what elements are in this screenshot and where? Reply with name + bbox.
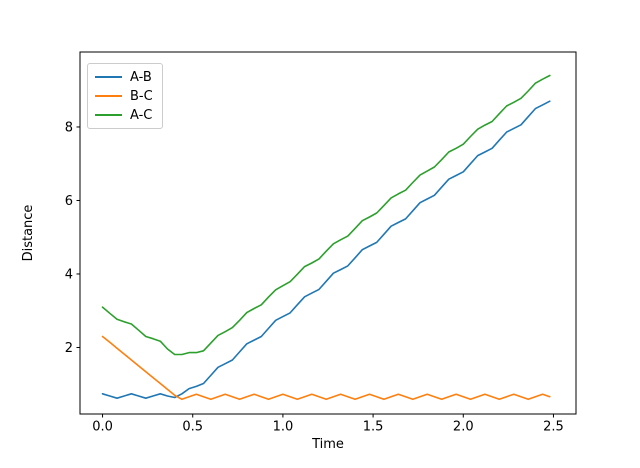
x-tick-label: 0.5 [182, 420, 203, 435]
legend-label: A-C [130, 107, 153, 123]
series-line-A-C [101, 74, 551, 356]
x-tick-label: 1.5 [363, 420, 384, 435]
legend-line-sample-a-b [95, 76, 122, 78]
legend-entry-a-b: A-B [95, 69, 153, 85]
x-axis-label: Time [312, 437, 344, 452]
axes-frame [79, 51, 577, 415]
series-line-B-C [101, 335, 551, 401]
legend: A-B B-C A-C [87, 63, 163, 129]
legend-label: A-B [130, 69, 152, 85]
y-tick-label: 4 [65, 267, 73, 282]
series-line-A-B [101, 100, 551, 400]
x-tick-label: 2.0 [453, 420, 474, 435]
x-tick-label: 2.5 [543, 420, 564, 435]
y-tick-label: 2 [65, 341, 73, 356]
y-tick-label: 8 [65, 120, 73, 135]
legend-line-sample-b-c [95, 95, 122, 97]
y-tick-label: 6 [65, 194, 73, 209]
legend-line-sample-a-c [95, 114, 122, 116]
x-tick-label: 1.0 [273, 420, 294, 435]
y-axis-label: Distance [21, 204, 36, 262]
x-tick-label: 0.0 [92, 420, 113, 435]
legend-label: B-C [130, 88, 153, 104]
legend-entry-b-c: B-C [95, 88, 153, 104]
legend-entry-a-c: A-C [95, 107, 153, 123]
